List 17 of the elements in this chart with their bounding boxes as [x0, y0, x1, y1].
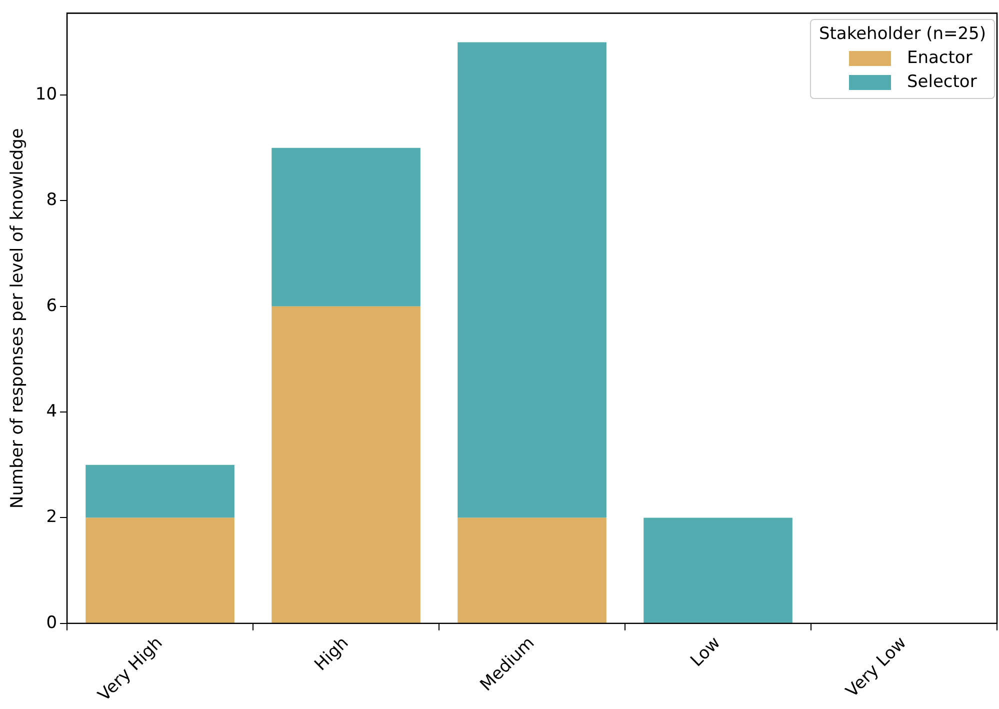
legend-label: Enactor	[906, 48, 972, 68]
bar	[86, 464, 234, 518]
bar	[272, 306, 420, 623]
y-tick-label: 6	[46, 296, 58, 316]
bar	[86, 518, 234, 623]
y-tick-label: 8	[46, 190, 58, 210]
legend-label: Selector	[906, 72, 977, 92]
y-axis-title: Number of responses per level of knowledge	[8, 128, 28, 508]
y-tick-label: 10	[35, 84, 58, 105]
legend-title: Stakeholder (n=25)	[818, 24, 986, 44]
y-tick-label: 2	[46, 507, 58, 528]
bar	[458, 42, 606, 518]
bar	[644, 518, 792, 623]
bar	[458, 518, 606, 623]
y-tick-label: 0	[46, 612, 58, 633]
bar	[272, 148, 420, 306]
y-tick-label: 4	[46, 401, 58, 422]
